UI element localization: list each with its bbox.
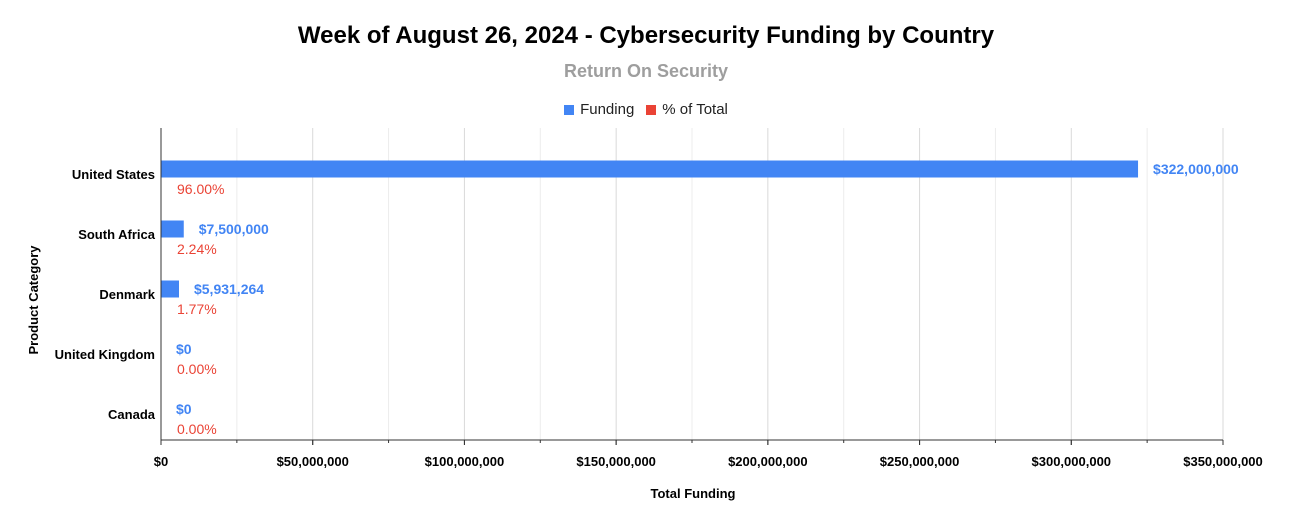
percent-data-label: 0.00% xyxy=(177,361,217,377)
percent-data-label: 0.00% xyxy=(177,421,217,437)
chart-subtitle: Return On Security xyxy=(563,61,729,81)
percent-data-label: 96.00% xyxy=(177,181,224,197)
legend-item-funding: Funding xyxy=(564,101,634,118)
y-tick-label: United Kingdom xyxy=(55,347,155,362)
y-tick-label: Denmark xyxy=(99,287,155,302)
legend-label-percent: % of Total xyxy=(662,101,728,118)
x-tick-label: $350,000,000 xyxy=(1183,454,1263,469)
gridlines xyxy=(236,128,1224,440)
bars xyxy=(161,160,1139,298)
x-tick-label: $300,000,000 xyxy=(1032,454,1112,469)
percent-data-label: 1.77% xyxy=(177,301,217,317)
x-tick-label: $100,000,000 xyxy=(425,454,505,469)
x-tick-label: $250,000,000 xyxy=(880,454,960,469)
x-tick-label: $150,000,000 xyxy=(576,454,656,469)
x-axis-title: Total Funding xyxy=(651,486,736,501)
x-tick-label: $200,000,000 xyxy=(728,454,808,469)
percent-data-label: 2.24% xyxy=(177,241,217,257)
chart-legend: Funding % of Total xyxy=(0,101,1292,118)
chart-title: Week of August 26, 2024 - Cybersecurity … xyxy=(297,22,995,49)
y-axis: United States South Africa Denmark United K… xyxy=(55,128,162,440)
funding-data-label: $0 xyxy=(176,401,192,417)
funding-data-label: $0 xyxy=(176,341,192,357)
y-axis-title: Product Category xyxy=(26,245,41,355)
legend-swatch-funding xyxy=(564,104,575,115)
funding-data-label: $5,931,264 xyxy=(194,281,264,297)
y-tick-label: Canada xyxy=(108,407,156,422)
y-tick-label: United States xyxy=(72,167,155,182)
legend-swatch-percent xyxy=(646,104,657,115)
x-tick-label: $0 xyxy=(154,454,168,469)
funding-bar xyxy=(161,220,184,238)
legend-label-funding: Funding xyxy=(580,101,635,118)
data-labels: $322,000,000 96.00% $7,500,000 2.24% $5,931,… xyxy=(176,161,1239,437)
y-tick-label: South Africa xyxy=(78,227,156,242)
funding-bar xyxy=(161,160,1139,178)
funding-data-label: $7,500,000 xyxy=(199,221,269,237)
legend-item-percent: % of Total xyxy=(646,101,728,118)
x-axis: $0 $50,000,000 $100,000,000 $150,000,000 $20… xyxy=(154,439,1263,469)
funding-data-label: $322,000,000 xyxy=(1153,161,1239,177)
funding-bar xyxy=(161,280,179,298)
x-tick-label: $50,000,000 xyxy=(277,454,349,469)
